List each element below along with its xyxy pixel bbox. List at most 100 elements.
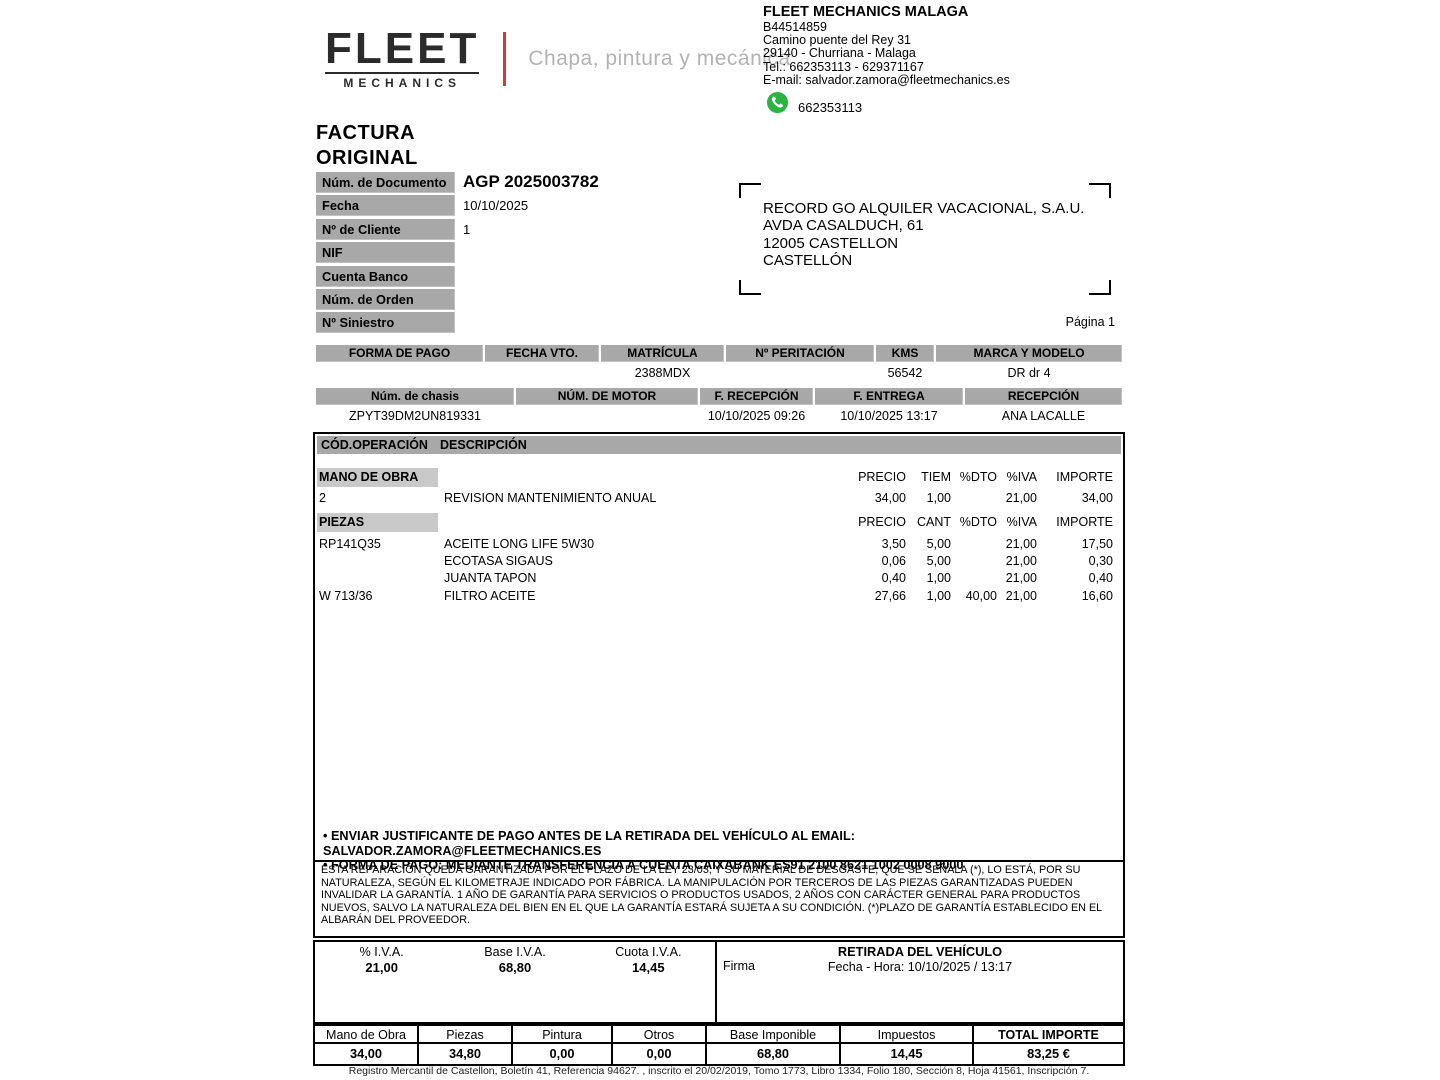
chassis-number-value: ZPYT39DM2UN819331 [348, 409, 481, 423]
item-discount [951, 552, 997, 570]
item-amount: 0,30 [1088, 554, 1113, 568]
total-parts-value: 34,80 [419, 1044, 513, 1064]
field-label: Nº Siniestro [316, 312, 455, 334]
item-description: ACEITE LONG LIFE 5W30 [444, 537, 595, 551]
customer-postal-city: 12005 CASTELLON [763, 234, 899, 252]
matricula-value: 2388MDX [634, 366, 691, 380]
field-row-num-orden: Núm. de Orden [316, 288, 599, 310]
item-description: ECOTASA SIGAUS [444, 554, 553, 568]
total-header-base-imponible: Base Imponible [707, 1026, 841, 1044]
total-header-piezas: Piezas [419, 1026, 513, 1044]
company-logo: FLEET MECHANICS Chapa, pintura y mecánic… [325, 24, 791, 90]
line-items-table: CÓD.OPERACIÓN DESCRIPCIÓN MANO DE OBRA P… [313, 432, 1125, 938]
address-corner-bottom-left [739, 280, 761, 295]
kms-value: 56542 [887, 366, 923, 380]
labor-section-label: MANO DE OBRA [317, 468, 438, 487]
chassis-dates-values-row: ZPYT39DM2UN819331 10/10/2025 09:26 10/10… [316, 405, 1122, 427]
field-row-cuenta-banco: Cuenta Banco [316, 265, 599, 287]
field-label: Núm. de Orden [316, 288, 455, 310]
whatsapp-contact: 662353113 [766, 87, 862, 119]
item-price: 27,66 [874, 589, 906, 603]
header-f-entrega: F. ENTREGA [815, 388, 963, 405]
parts-item-row: RP141Q35 ACEITE LONG LIFE 5W30 3,50 5,00… [317, 535, 1121, 553]
payment-notes: • ENVIAR JUSTIFICANTE DE PAGO ANTES DE L… [317, 829, 1121, 873]
item-code: RP141Q35 [319, 537, 381, 551]
total-paint-value: 0,00 [513, 1044, 613, 1064]
pickup-title: RETIRADA DEL VEHÍCULO [837, 944, 1003, 959]
item-vat: 21,00 [1005, 571, 1037, 585]
customer-address-block: RECORD GO ALQUILER VACACIONAL, S.A.U. AV… [739, 183, 1111, 295]
vat-rate-column: % I.V.A. 21,00 [315, 942, 448, 1022]
item-vat: 21,00 [1005, 537, 1037, 551]
peritacion-value [726, 362, 874, 384]
item-code [317, 569, 438, 587]
vat-base-column: Base I.V.A. 68,80 [448, 942, 581, 1022]
document-title: FACTURA ORIGINAL [316, 121, 418, 171]
header-recepcion: RECEPCIÓN [965, 388, 1122, 405]
field-label: Nº de Cliente [316, 218, 455, 240]
item-discount [951, 569, 997, 587]
item-price: 0,06 [881, 554, 906, 568]
item-price: 0,40 [881, 571, 906, 585]
header-forma-de-pago: FORMA DE PAGO [316, 345, 483, 362]
vat-base-value: 68,80 [498, 960, 532, 975]
header-descripcion: DESCRIPCIÓN [440, 438, 527, 452]
item-discount [951, 535, 997, 553]
field-label: Fecha [316, 195, 455, 217]
header-num-chasis: Núm. de chasis [316, 388, 514, 405]
parts-section-row: PIEZAS PRECIO CANT %DTO %IVA IMPORTE [317, 513, 1121, 532]
grand-total-value: 83,25 € [1027, 1046, 1070, 1061]
header-marca-modelo: MARCA Y MODELO [936, 345, 1122, 362]
document-fields: Núm. de Documento AGP 2025003782 Fecha 1… [316, 172, 599, 336]
whatsapp-icon [766, 91, 789, 119]
item-amount: 34,00 [1081, 491, 1113, 505]
item-qty: 5,00 [926, 537, 951, 551]
item-code: 2 [319, 491, 326, 505]
totals-values-row: 34,00 34,80 0,00 0,00 68,80 14,45 83,25 … [315, 1044, 1123, 1064]
address-corner-top-left [739, 183, 761, 198]
total-header-otros: Otros [613, 1026, 707, 1044]
logo-fleet-text: FLEET [325, 24, 480, 73]
customer-province: CASTELLÓN [763, 252, 853, 270]
fecha-vto-value [485, 362, 599, 384]
parts-col-importe: IMPORTE [1056, 515, 1113, 529]
item-amount: 16,60 [1081, 589, 1113, 603]
pickup-signature-area: RETIRADA DEL VEHÍCULO Firma Fecha - Hora… [717, 942, 1123, 1022]
warranty-separator [315, 860, 1123, 862]
customer-name: RECORD GO ALQUILER VACACIONAL, S.A.U. [763, 200, 1085, 217]
item-discount: 40,00 [965, 589, 997, 603]
labor-col-importe: IMPORTE [1056, 470, 1113, 484]
field-label: Núm. de Documento [316, 172, 455, 193]
total-header-total-importe: TOTAL IMPORTE [974, 1026, 1123, 1044]
item-price: 34,00 [874, 491, 906, 505]
reception-date-value: 10/10/2025 09:26 [707, 409, 806, 423]
total-header-mano-de-obra: Mano de Obra [315, 1026, 419, 1044]
company-info-block: FLEET MECHANICS MALAGA B44514859 Camino … [763, 4, 1010, 87]
payment-vehicle-values-row: 2388MDX 56542 DR dr 4 [316, 362, 1122, 384]
labor-col-dto: %DTO [959, 470, 997, 484]
company-address-line1: Camino puente del Rey 31 [763, 33, 912, 48]
item-qty: 5,00 [926, 554, 951, 568]
totals-table: Mano de Obra Piezas Pintura Otros Base I… [313, 1024, 1125, 1066]
parts-item-row: W 713/36 FILTRO ACEITE 27,66 1,00 40,00 … [317, 587, 1121, 605]
company-phone: Tel.: 662353113 - 629371167 [763, 59, 924, 74]
field-row-num-documento: Núm. de Documento AGP 2025003782 [316, 172, 599, 193]
item-discount [951, 489, 997, 507]
logo-tagline: Chapa, pintura y mecánica [528, 47, 791, 70]
item-code [317, 552, 438, 570]
address-corner-bottom-right [1089, 280, 1111, 295]
parts-col-precio: PRECIO [858, 515, 906, 529]
labor-item-row: 2 REVISION MANTENIMIENTO ANUAL 34,00 1,0… [317, 489, 1121, 507]
item-amount: 17,50 [1081, 537, 1113, 551]
vat-signature-box: % I.V.A. 21,00 Base I.V.A. 68,80 Cuota I… [313, 940, 1125, 1024]
company-address-line2: 29140 - Churriana - Malaga [763, 46, 916, 61]
motor-number-value [516, 405, 698, 427]
total-taxes-value: 14,45 [841, 1044, 974, 1064]
item-amount: 0,40 [1088, 571, 1113, 585]
item-vat: 21,00 [1005, 491, 1037, 505]
vat-rate-header: % I.V.A. [359, 945, 404, 959]
header-kms: KMS [876, 345, 934, 362]
vat-base-header: Base I.V.A. [484, 945, 546, 959]
address-corner-top-right [1089, 183, 1111, 198]
